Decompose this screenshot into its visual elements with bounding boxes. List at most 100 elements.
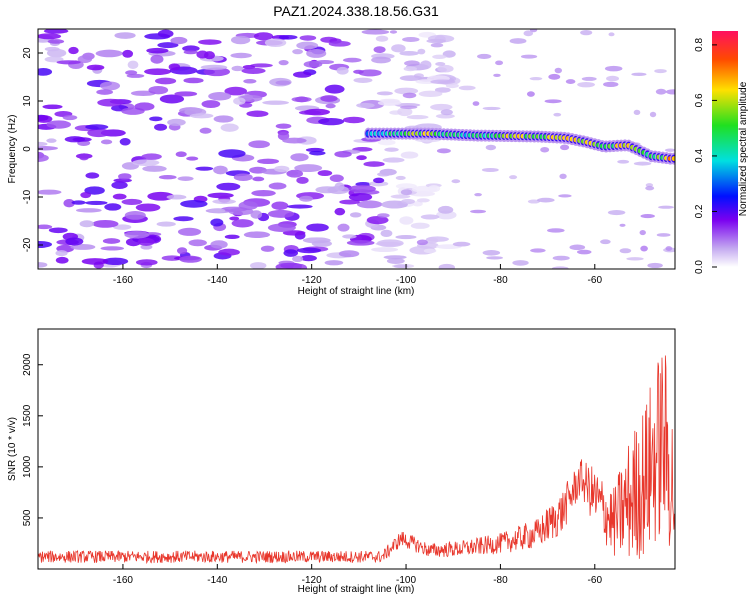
- spectrogram-x-label: Height of straight line (km): [298, 286, 415, 297]
- spectrogram-cell: [157, 29, 174, 38]
- spectrogram-cell: [216, 182, 241, 191]
- spectrogram-cell: [437, 64, 454, 73]
- spectrogram-cell: [229, 216, 240, 221]
- spectrogram-cell: [395, 235, 417, 240]
- spectrogram-cell: [654, 69, 667, 74]
- spectrogram-cell: [294, 164, 323, 173]
- spectrogram-cell: [277, 131, 290, 141]
- spectrogram-cell: [485, 144, 497, 151]
- spectrogram-cell: [434, 87, 451, 93]
- spectrogram-cell: [394, 87, 419, 95]
- spectrogram-cell: [645, 183, 654, 187]
- spectrogram-cell: [92, 219, 119, 228]
- spectrogram-cell: [334, 150, 352, 158]
- colorbar-label: Normalized spectral amplitude: [738, 81, 749, 216]
- spectrogram-cell: [338, 250, 360, 258]
- spectrogram-cell: [437, 205, 454, 214]
- spectrogram-cell: [645, 185, 655, 191]
- spectrogram-cell: [71, 200, 86, 205]
- spectrogram-cell: [102, 257, 129, 266]
- spectrogram-cell: [376, 91, 393, 96]
- spectrogram-cell: [210, 240, 228, 249]
- spectrogram-cell: [43, 29, 69, 34]
- spectrogram-cell: [243, 78, 257, 84]
- spectrogram-cell: [85, 200, 108, 206]
- spectrogram-cell: [655, 88, 667, 95]
- spectrogram-cell: [48, 227, 68, 234]
- spectrogram-cell: [95, 49, 123, 58]
- spectrogram-cell: [102, 238, 121, 244]
- spectrogram-cell: [111, 181, 128, 189]
- spectrogram-cell: [189, 113, 214, 119]
- x-tick-label: -120: [302, 575, 322, 586]
- spectrogram-cell: [38, 115, 53, 123]
- spectrogram-cell: [427, 185, 441, 193]
- spectrogram-cells: [38, 29, 675, 269]
- spectrogram-cell: [271, 201, 289, 210]
- spectrogram-cell: [157, 42, 179, 49]
- spectrogram-cell: [436, 148, 451, 154]
- spectrogram-cell: [558, 194, 572, 198]
- spectrogram-cell: [213, 165, 228, 175]
- spectrogram-cell: [671, 156, 675, 162]
- spectrogram-cell: [246, 110, 269, 117]
- spectrogram-cell: [476, 53, 492, 59]
- spectrogram-cell: [125, 70, 138, 76]
- spectrogram-cell: [137, 237, 155, 246]
- spectrogram-cell: [349, 212, 362, 218]
- spectrogram-cell: [183, 77, 204, 84]
- spectrogram-cell: [177, 227, 202, 236]
- spectrogram-cell: [626, 257, 644, 261]
- spectrogram-cell: [430, 79, 456, 85]
- spectrogram-cell: [44, 46, 60, 52]
- spectrogram-cell: [170, 36, 188, 45]
- spectrogram-cell: [121, 198, 143, 205]
- spectrogram-cell: [419, 60, 432, 70]
- spectrogram-cell: [426, 38, 447, 44]
- spectrogram-cell: [77, 55, 93, 64]
- spectrogram-cell: [619, 223, 626, 227]
- spectrogram-cell: [530, 248, 546, 253]
- spectrogram-cell: [631, 72, 647, 77]
- spectrogram-cell: [509, 175, 518, 180]
- spectrogram-cell: [486, 256, 503, 260]
- colorbar-tick-label: 0.8: [694, 37, 705, 51]
- spectrogram-cell: [196, 50, 209, 59]
- spectrogram-cell: [334, 207, 346, 216]
- spectrogram-cell: [249, 262, 267, 269]
- spectrogram-cell: [233, 173, 253, 181]
- spectrogram-cell: [377, 100, 402, 106]
- spectrogram-cell: [278, 59, 289, 66]
- spectrogram-cell: [552, 255, 570, 261]
- spectrogram-cell: [389, 30, 398, 34]
- spectrogram-cell: [224, 234, 240, 239]
- spectrogram-cell: [647, 262, 663, 269]
- spectrogram-cell: [402, 92, 417, 99]
- spectrogram-cell: [560, 144, 570, 151]
- spectrogram-cell: [251, 189, 276, 197]
- spectrogram-cell: [183, 50, 198, 55]
- spectrogram-cell: [554, 67, 563, 74]
- spectrogram-cell: [38, 33, 62, 40]
- spectrogram-y-label: Frequency (Hz): [7, 115, 18, 184]
- spectrogram-cell: [208, 92, 232, 101]
- spectrogram-cell: [230, 35, 251, 45]
- y-tick-label: -10: [22, 189, 33, 204]
- spectrogram-cell: [470, 209, 487, 214]
- spectrogram-cell: [356, 155, 367, 161]
- spectrogram-cell: [339, 199, 360, 205]
- spectrogram-cell: [241, 67, 266, 74]
- spectrogram-cell: [544, 99, 562, 104]
- spectrogram-cell: [210, 218, 224, 227]
- spectrogram-cell: [119, 138, 131, 146]
- spectrogram-cell: [224, 86, 248, 96]
- spectrogram-cell: [55, 250, 68, 257]
- spectrogram-cell: [400, 105, 418, 110]
- spectrogram-cell: [80, 191, 92, 199]
- spectrogram-cell: [665, 89, 675, 95]
- spectrogram-cell: [144, 68, 172, 75]
- spectrogram-x-ticks: -160 -140 -120 -100 -80 -60: [113, 264, 602, 286]
- spectrogram-cell: [233, 97, 246, 105]
- spectrogram-cell: [417, 48, 426, 55]
- spectrogram-cell: [177, 176, 194, 181]
